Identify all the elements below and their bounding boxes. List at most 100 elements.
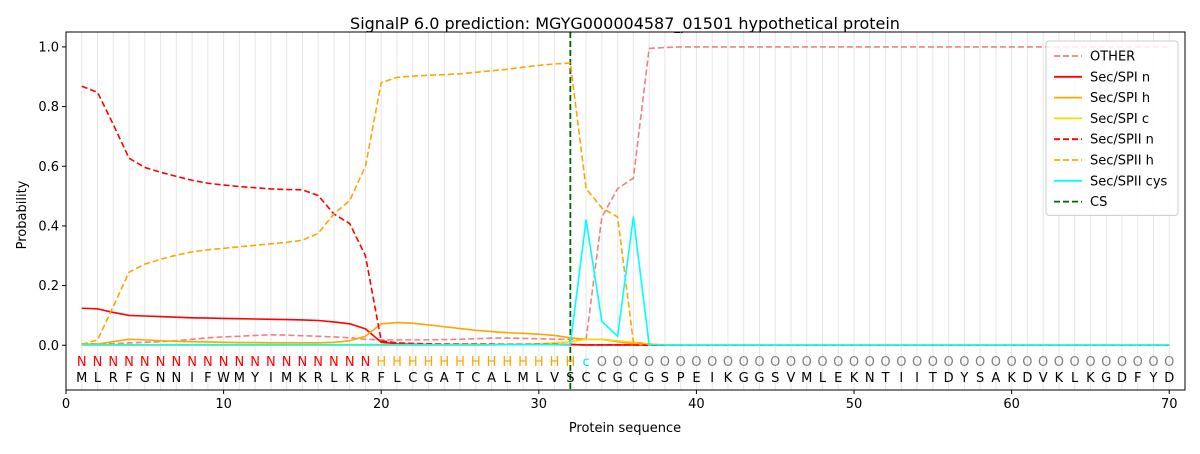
- residue-state-label: O: [1007, 355, 1017, 370]
- y-axis-label: Probability: [15, 180, 30, 249]
- residue-letter: S: [976, 371, 984, 386]
- residue-state-label: O: [880, 355, 890, 370]
- residue-state-label: H: [424, 355, 434, 370]
- legend-entry-label: Sec/SPI c: [1090, 112, 1149, 127]
- residue-letter: L: [819, 371, 827, 386]
- residue-state-label: O: [817, 355, 827, 370]
- residue-letter: S: [661, 371, 669, 386]
- residue-state-label: O: [1164, 355, 1174, 370]
- residue-letter: I: [915, 371, 919, 386]
- x-tick-label: 50: [846, 397, 863, 412]
- residue-state-label: O: [1085, 355, 1095, 370]
- residue-letter: G: [140, 371, 150, 386]
- residue-state-label: H: [565, 355, 575, 370]
- residue-state-label: O: [786, 355, 796, 370]
- residue-letter: L: [393, 371, 401, 386]
- legend-entry-label: CS: [1090, 195, 1107, 210]
- residue-letter: Y: [1149, 371, 1158, 386]
- residue-letter: K: [1055, 371, 1064, 386]
- y-tick-label: 0.8: [38, 100, 59, 115]
- residue-letter: K: [724, 371, 733, 386]
- residue-state-label: O: [676, 355, 686, 370]
- residue-state-label: O: [707, 355, 717, 370]
- residue-letter: A: [440, 371, 449, 386]
- x-tick-label: 10: [215, 397, 232, 412]
- chart-title: SignalP 6.0 prediction: MGYG000004587_01…: [350, 14, 900, 34]
- residue-letter: K: [298, 371, 307, 386]
- residue-letter: V: [1039, 371, 1048, 386]
- residue-letter: L: [504, 371, 512, 386]
- residue-letter: L: [1071, 371, 1079, 386]
- residue-state-label: N: [345, 355, 355, 370]
- residue-state-label: N: [140, 355, 150, 370]
- residue-state-label: O: [739, 355, 749, 370]
- series-line-sec-spii-h: [81, 62, 1170, 347]
- residue-letter: S: [566, 371, 574, 386]
- residue-state-label: H: [487, 355, 497, 370]
- residue-state-label: N: [124, 355, 134, 370]
- residue-state-label: H: [518, 355, 528, 370]
- residue-state-label: c: [583, 355, 590, 370]
- residue-letter: N: [171, 371, 181, 386]
- residue-letter: C: [629, 371, 638, 386]
- residue-state-label: O: [896, 355, 906, 370]
- residue-state-label: N: [93, 355, 103, 370]
- residue-letter: G: [644, 371, 654, 386]
- legend-entry-label: Sec/SPII cys: [1090, 174, 1168, 189]
- legend-entry-label: Sec/SPI n: [1090, 70, 1150, 85]
- residue-letter: L: [94, 371, 102, 386]
- x-tick-label: 0: [62, 397, 70, 412]
- residue-state-label: O: [912, 355, 922, 370]
- legend-box: [1045, 40, 1179, 216]
- residue-letter: G: [739, 371, 749, 386]
- residue-letter: R: [314, 371, 323, 386]
- residue-letter: M: [517, 371, 528, 386]
- residue-letter: C: [582, 371, 591, 386]
- residue-letter: V: [550, 371, 559, 386]
- residue-letter: L: [330, 371, 338, 386]
- residue-state-label: O: [991, 355, 1001, 370]
- residue-state-label: H: [455, 355, 465, 370]
- residue-state-label: O: [1038, 355, 1048, 370]
- residue-letter: G: [613, 371, 623, 386]
- residue-state-label: H: [471, 355, 481, 370]
- residue-letter: K: [1007, 371, 1016, 386]
- residue-state-label: O: [1117, 355, 1127, 370]
- residue-letter: P: [677, 371, 685, 386]
- series-line-sec-spii-n: [81, 85, 1170, 347]
- y-tick-label: 0.0: [38, 339, 59, 354]
- residue-state-label: O: [928, 355, 938, 370]
- residue-letter: M: [234, 371, 245, 386]
- residue-state-label: O: [723, 355, 733, 370]
- residue-letter: D: [1164, 371, 1174, 386]
- residue-state-label: O: [1133, 355, 1143, 370]
- residue-letter: K: [850, 371, 859, 386]
- residue-state-label: N: [219, 355, 229, 370]
- residue-letter: I: [269, 371, 273, 386]
- residue-letter: F: [1134, 371, 1141, 386]
- y-tick-label: 0.6: [38, 160, 59, 175]
- residue-letter: E: [692, 371, 700, 386]
- residue-state-label: O: [802, 355, 812, 370]
- residue-letter: G: [754, 371, 764, 386]
- residue-letter: R: [109, 371, 118, 386]
- residue-state-label: O: [754, 355, 764, 370]
- residue-state-label: O: [1054, 355, 1064, 370]
- residue-state-label: H: [502, 355, 512, 370]
- residue-state-label: N: [313, 355, 323, 370]
- plot-frame: [65, 31, 1186, 391]
- residue-letter: A: [487, 371, 496, 386]
- residue-letter: T: [881, 371, 890, 386]
- residue-state-label: N: [108, 355, 118, 370]
- series-line-other: [81, 46, 1170, 345]
- residue-state-label: O: [644, 355, 654, 370]
- residue-letter: G: [1101, 371, 1111, 386]
- residue-state-label: H: [534, 355, 544, 370]
- x-tick-label: 40: [688, 397, 705, 412]
- residue-state-label: O: [1022, 355, 1032, 370]
- residue-letter: M: [76, 371, 87, 386]
- residue-letter: C: [408, 371, 417, 386]
- residue-state-label: O: [849, 355, 859, 370]
- residue-state-label: H: [392, 355, 402, 370]
